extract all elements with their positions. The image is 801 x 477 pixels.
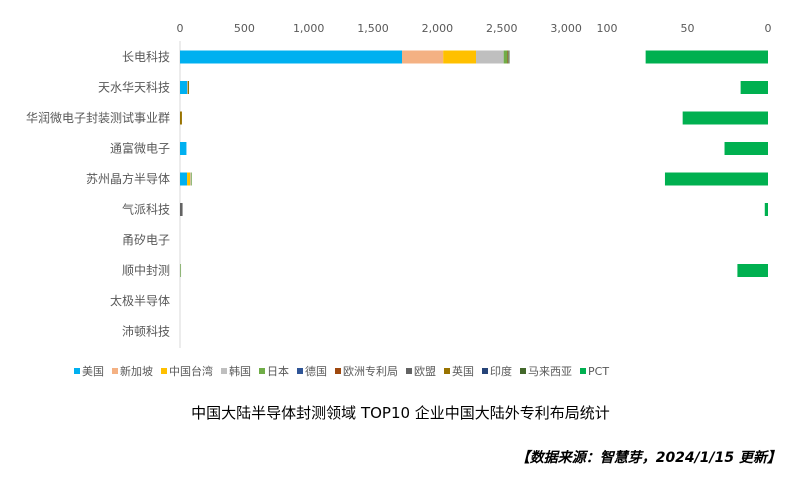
legend-label: PCT bbox=[588, 365, 609, 378]
legend-label: 欧洲专利局 bbox=[343, 364, 398, 378]
legend-swatch bbox=[259, 368, 265, 374]
bar-pct bbox=[764, 203, 768, 216]
category-label: 长电科技 bbox=[122, 50, 170, 64]
bar-中国台湾 bbox=[187, 172, 191, 186]
x-tick-label: 500 bbox=[234, 22, 255, 35]
legend-swatch bbox=[221, 368, 227, 374]
legend-swatch bbox=[406, 368, 412, 374]
pct-x-tick-label: 50 bbox=[681, 22, 695, 35]
legend-label: 日本 bbox=[267, 364, 289, 378]
bar-中国台湾 bbox=[443, 50, 477, 64]
bar-新加坡 bbox=[402, 50, 444, 64]
bar-马来西亚 bbox=[508, 50, 510, 64]
bar-日本 bbox=[180, 264, 182, 277]
category-label: 通富微电子 bbox=[110, 141, 170, 156]
bar-pct bbox=[740, 81, 768, 94]
legend-swatch bbox=[444, 368, 450, 374]
bar-pct bbox=[682, 111, 768, 125]
category-label: 太极半导体 bbox=[110, 293, 170, 308]
category-label: 甬矽电子 bbox=[122, 232, 170, 247]
bar-pct bbox=[724, 142, 768, 155]
bar-欧盟 bbox=[180, 203, 183, 216]
bar-韩国 bbox=[190, 172, 192, 186]
legend-label: 马来西亚 bbox=[528, 365, 572, 378]
legend-swatch bbox=[520, 368, 526, 374]
data-source: 【数据来源：智慧芽，2024/1/15 更新】 bbox=[515, 450, 781, 466]
legend-swatch bbox=[580, 368, 586, 374]
category-label: 天水华天科技 bbox=[98, 81, 170, 95]
x-tick-label: 2,000 bbox=[422, 22, 454, 35]
legend-label: 韩国 bbox=[229, 364, 251, 378]
pct-x-tick-label: 100 bbox=[597, 22, 618, 35]
legend-label: 英国 bbox=[452, 364, 474, 378]
legend-label: 印度 bbox=[490, 364, 512, 378]
bar-韩国 bbox=[187, 81, 188, 94]
chart-svg: 0 500 1,000 1,500 2,000 2,500 3,000 100 50 0长电科技天… bbox=[26, 22, 772, 378]
legend-swatch bbox=[161, 368, 167, 374]
category-label: 沛顿科技 bbox=[122, 325, 170, 339]
bar-美国 bbox=[180, 142, 187, 155]
x-tick-label: 1,500 bbox=[357, 22, 389, 35]
legend-label: 欧盟 bbox=[414, 365, 436, 378]
bar-pct bbox=[664, 172, 768, 186]
legend-label: 中国台湾 bbox=[169, 364, 213, 378]
bar-欧洲专利局 bbox=[507, 50, 509, 64]
category-label: 顺中封测 bbox=[122, 263, 170, 278]
legend-swatch bbox=[482, 368, 488, 374]
x-tick-label: 1,000 bbox=[293, 22, 325, 35]
bar-韩国 bbox=[476, 50, 504, 64]
legend-swatch bbox=[112, 368, 118, 374]
legend-label: 美国 bbox=[82, 365, 104, 378]
bar-日本 bbox=[191, 172, 192, 186]
legend-label: 新加坡 bbox=[120, 364, 153, 378]
chart-title: 中国大陆半导体封测领域 TOP10 企业中国大陆外专利布局统计 bbox=[191, 404, 610, 422]
bar-pct bbox=[737, 264, 768, 277]
x-tick-label: 0 bbox=[177, 22, 184, 35]
bar-日本 bbox=[503, 50, 508, 64]
bar-英国 bbox=[187, 81, 190, 94]
category-label: 华润微电子封装测试事业群 bbox=[26, 110, 170, 125]
x-tick-label: 3,000 bbox=[550, 22, 582, 35]
pct-x-tick-label: 0 bbox=[765, 22, 772, 35]
bar-英国 bbox=[180, 111, 182, 125]
bar-美国 bbox=[180, 50, 403, 64]
legend-swatch bbox=[297, 368, 303, 374]
bar-pct bbox=[645, 50, 768, 64]
bar-美国 bbox=[180, 172, 188, 186]
category-label: 苏州晶方半导体 bbox=[86, 171, 170, 186]
bar-欧盟 bbox=[508, 50, 509, 64]
legend-swatch bbox=[74, 368, 80, 374]
category-label: 气派科技 bbox=[122, 202, 170, 217]
bar-美国 bbox=[180, 81, 188, 94]
legend-label: 德国 bbox=[305, 364, 327, 378]
legend-swatch bbox=[335, 368, 341, 374]
x-tick-label: 2,500 bbox=[486, 22, 518, 35]
